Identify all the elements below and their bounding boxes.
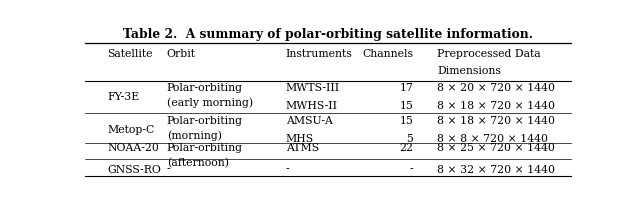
Text: MHS: MHS [286, 134, 314, 144]
Text: Satellite: Satellite [108, 49, 153, 59]
Text: (morning): (morning) [167, 131, 222, 141]
Text: 5: 5 [406, 134, 413, 144]
Text: -: - [286, 165, 289, 175]
Text: 8 × 25 × 720 × 1440: 8 × 25 × 720 × 1440 [437, 143, 555, 153]
Text: GNSS-RO: GNSS-RO [108, 165, 161, 175]
Text: 17: 17 [399, 83, 413, 93]
Text: 8 × 8 × 720 × 1440: 8 × 8 × 720 × 1440 [437, 134, 548, 144]
Text: MWHS-II: MWHS-II [286, 101, 338, 111]
Text: (early morning): (early morning) [167, 98, 253, 108]
Text: -: - [410, 165, 413, 175]
Text: NOAA-20: NOAA-20 [108, 143, 159, 153]
Text: Orbit: Orbit [167, 49, 196, 59]
Text: Polar-orbiting: Polar-orbiting [167, 143, 243, 153]
Text: Dimensions: Dimensions [437, 66, 501, 76]
Text: Channels: Channels [362, 49, 413, 59]
Text: ATMS: ATMS [286, 143, 319, 153]
Text: Polar-orbiting: Polar-orbiting [167, 83, 243, 93]
Text: Polar-orbiting: Polar-orbiting [167, 116, 243, 126]
Text: (afternoon): (afternoon) [167, 158, 229, 168]
Text: 8 × 18 × 720 × 1440: 8 × 18 × 720 × 1440 [437, 101, 555, 111]
Text: 8 × 20 × 720 × 1440: 8 × 20 × 720 × 1440 [437, 83, 555, 93]
Text: Table 2.  A summary of polar-orbiting satellite information.: Table 2. A summary of polar-orbiting sat… [123, 28, 533, 41]
Text: 8 × 18 × 720 × 1440: 8 × 18 × 720 × 1440 [437, 116, 555, 126]
Text: Preprocessed Data: Preprocessed Data [437, 49, 541, 59]
Text: 22: 22 [399, 143, 413, 153]
Text: -: - [167, 165, 170, 175]
Text: Metop-C: Metop-C [108, 125, 154, 135]
Text: Instruments: Instruments [286, 49, 353, 59]
Text: FY-3E: FY-3E [108, 92, 140, 102]
Text: MWTS-III: MWTS-III [286, 83, 340, 93]
Text: AMSU-A: AMSU-A [286, 116, 333, 126]
Text: 15: 15 [399, 116, 413, 126]
Text: 8 × 32 × 720 × 1440: 8 × 32 × 720 × 1440 [437, 165, 555, 175]
Text: 15: 15 [399, 101, 413, 111]
